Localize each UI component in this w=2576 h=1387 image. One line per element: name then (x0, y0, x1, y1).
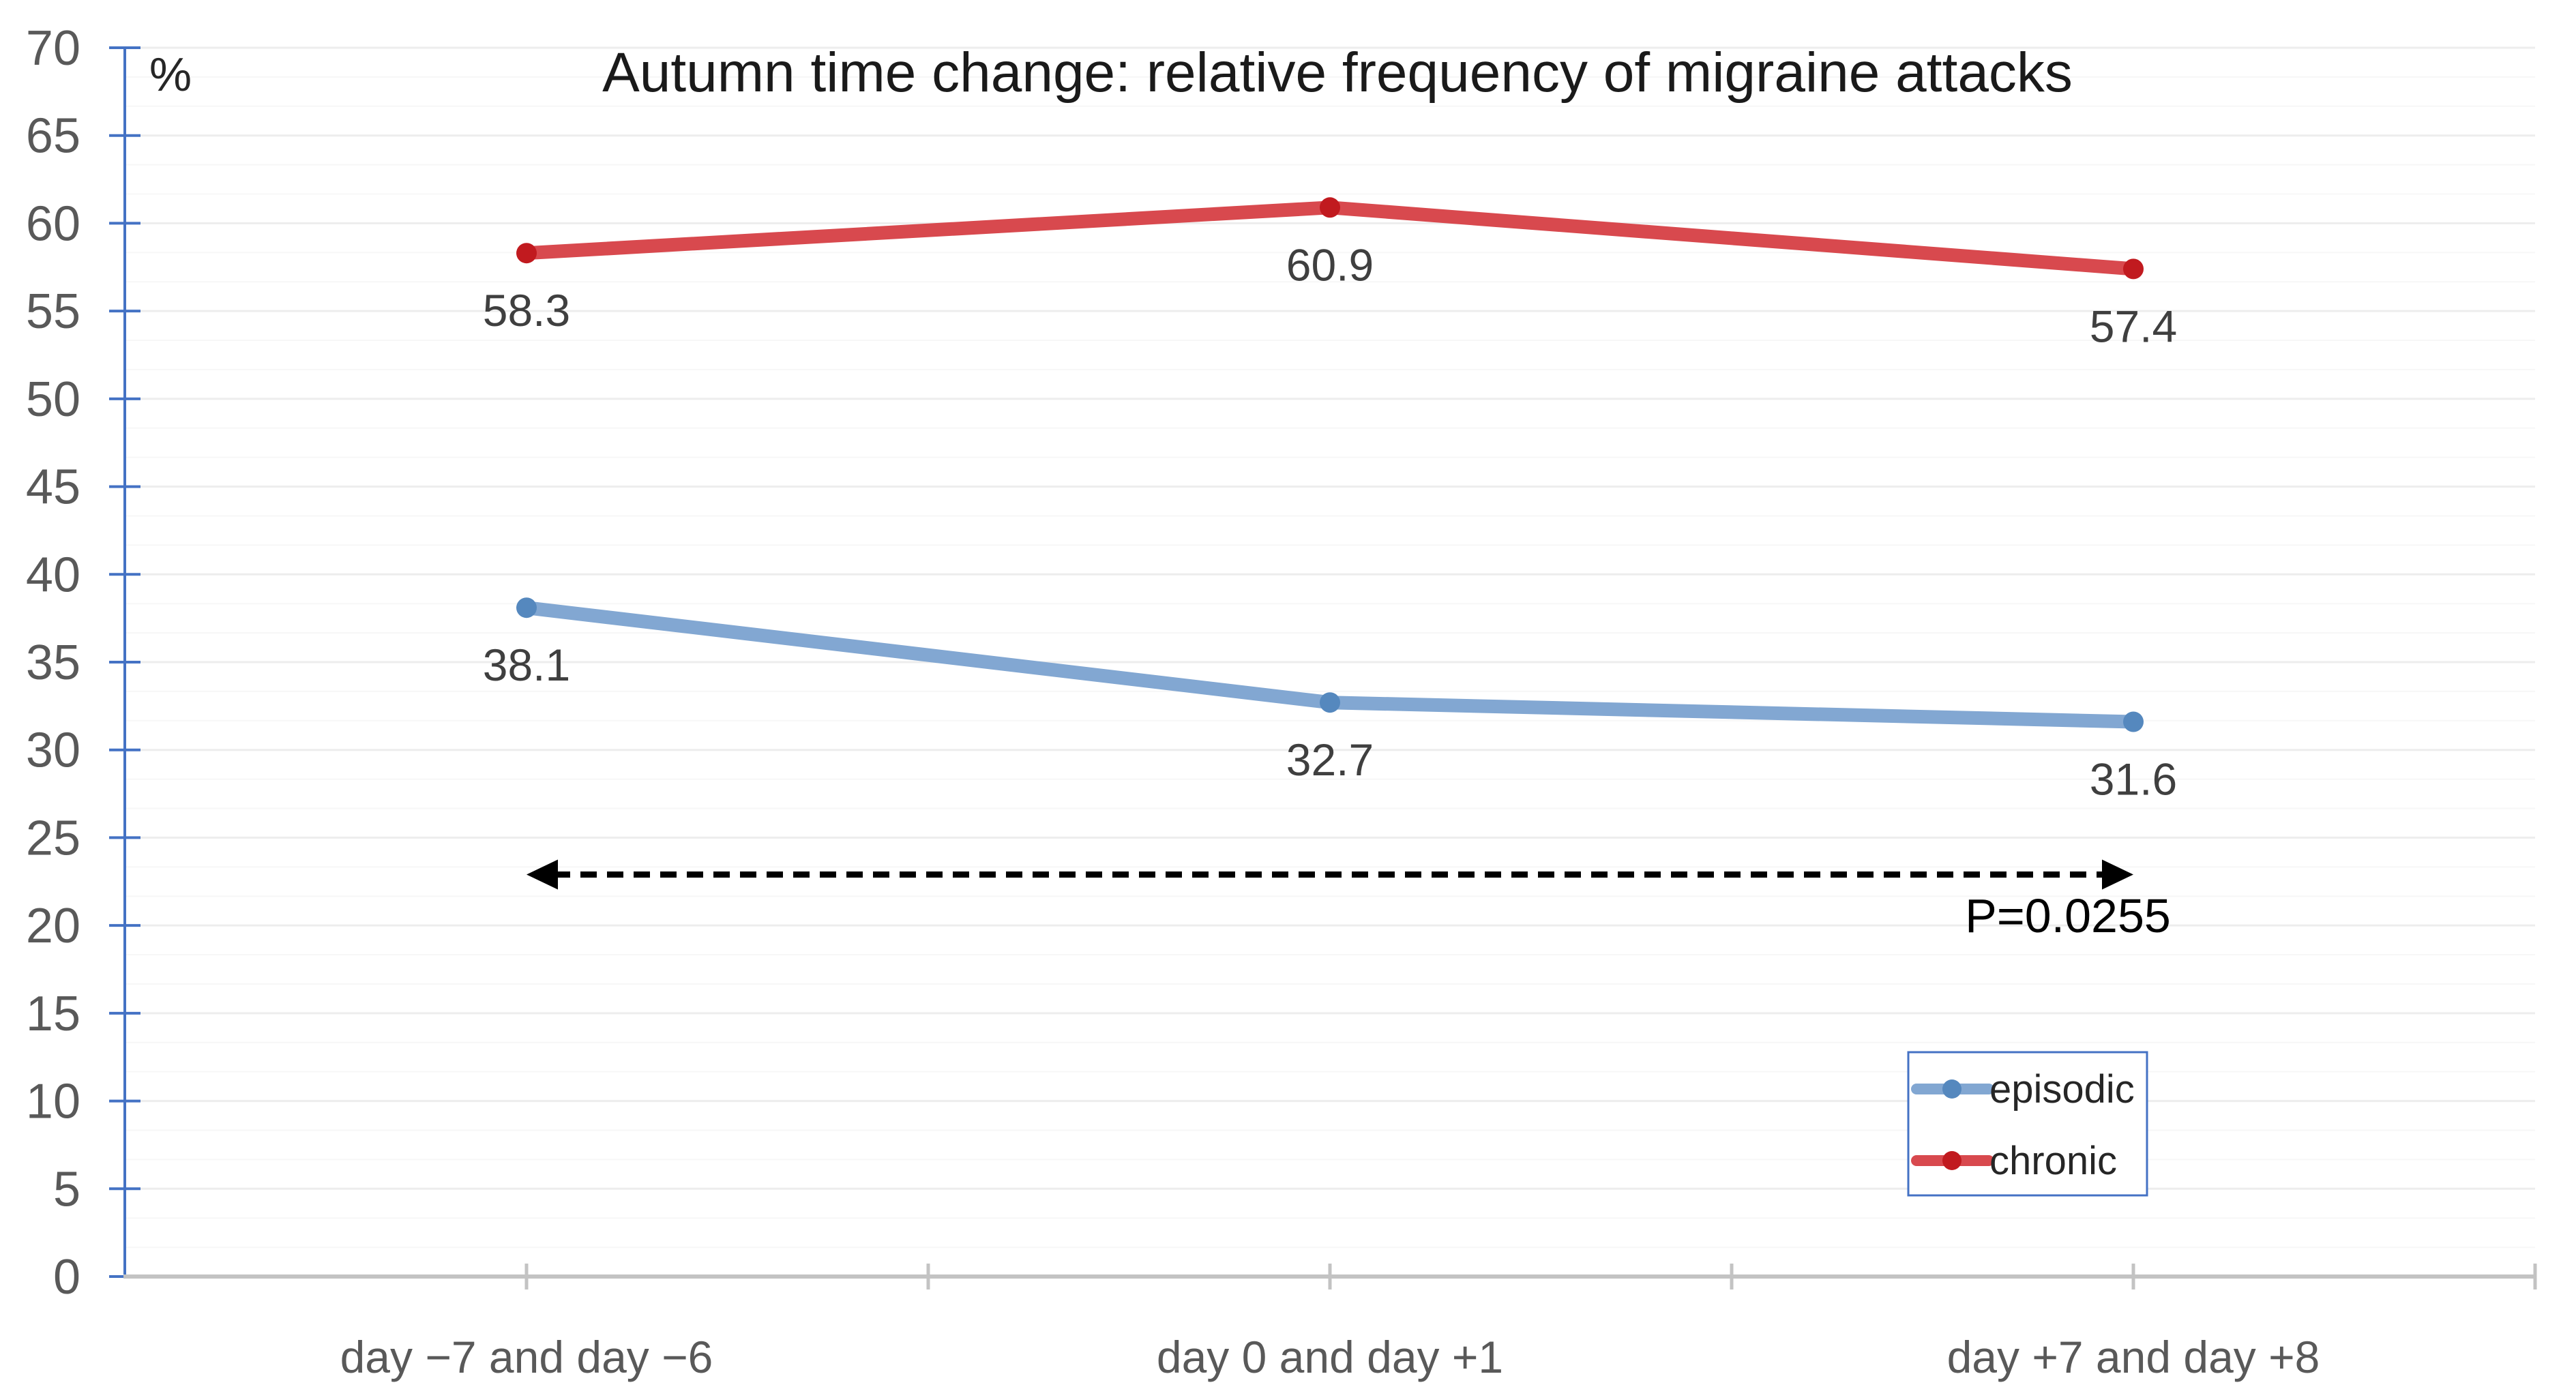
legend: episodic chronic (1907, 1051, 2148, 1197)
y-tick-label: 45 (26, 460, 80, 515)
y-tick-label: 55 (26, 284, 80, 339)
y-tick-label: 70 (26, 21, 80, 76)
series-marker-episodic (516, 597, 537, 618)
gridlines-major (125, 46, 2535, 1190)
legend-label-episodic: episodic (1989, 1067, 2135, 1112)
y-tick-label: 40 (26, 548, 80, 602)
series-marker-chronic (516, 243, 537, 264)
data-labels: 38.1 32.7 31.6 58.3 60.9 57.4 (483, 239, 2177, 804)
significance-annotation (527, 859, 2133, 890)
y-tick-label: 15 (26, 987, 80, 1041)
series-marker-chronic (1320, 197, 1340, 218)
x-category-label: day −7 and day −6 (340, 1332, 713, 1382)
legend-box (1907, 1051, 2148, 1197)
y-tick-label: 20 (26, 899, 80, 953)
chart-title: Autumn time change: relative frequency o… (602, 42, 2073, 104)
axes: 0 5 10 15 20 25 30 35 40 45 50 55 60 65 70 day −7 and d… (26, 21, 2537, 1382)
y-tick-label: 65 (26, 109, 80, 164)
x-category-label: day 0 and day +1 (1157, 1332, 1503, 1382)
series-marker-episodic (1320, 692, 1340, 713)
data-label-chronic: 57.4 (2090, 301, 2177, 351)
arrow-head-right (2102, 859, 2133, 890)
y-tick-label: 25 (26, 811, 80, 865)
x-category-label: day +7 and day +8 (1947, 1332, 2320, 1382)
data-label-episodic: 31.6 (2090, 754, 2177, 805)
arrow-head-left (527, 859, 558, 890)
gridlines-minor (125, 76, 2535, 1249)
y-tick-label: 50 (26, 372, 80, 427)
series-marker-chronic (2123, 258, 2144, 280)
y-tick-label: 30 (26, 724, 80, 778)
legend-marker-episodic (1942, 1079, 1961, 1099)
y-axis-unit-label: % (149, 48, 192, 101)
p-value-label: P=0.0255 (1965, 889, 2171, 942)
data-label-episodic: 38.1 (483, 640, 570, 690)
y-tick-label: 5 (53, 1162, 80, 1217)
y-tick-label: 0 (53, 1250, 80, 1304)
y-tick-label: 10 (26, 1075, 80, 1129)
legend-marker-chronic (1942, 1151, 1961, 1170)
legend-label-chronic: chronic (1989, 1139, 2117, 1183)
data-label-chronic: 60.9 (1286, 239, 1374, 290)
series-marker-episodic (2123, 711, 2144, 732)
data-label-episodic: 32.7 (1286, 734, 1374, 785)
y-tick-label: 60 (26, 196, 80, 251)
data-label-chronic: 58.3 (483, 285, 570, 335)
y-tick-label: 35 (26, 636, 80, 690)
series-lines (516, 197, 2144, 732)
